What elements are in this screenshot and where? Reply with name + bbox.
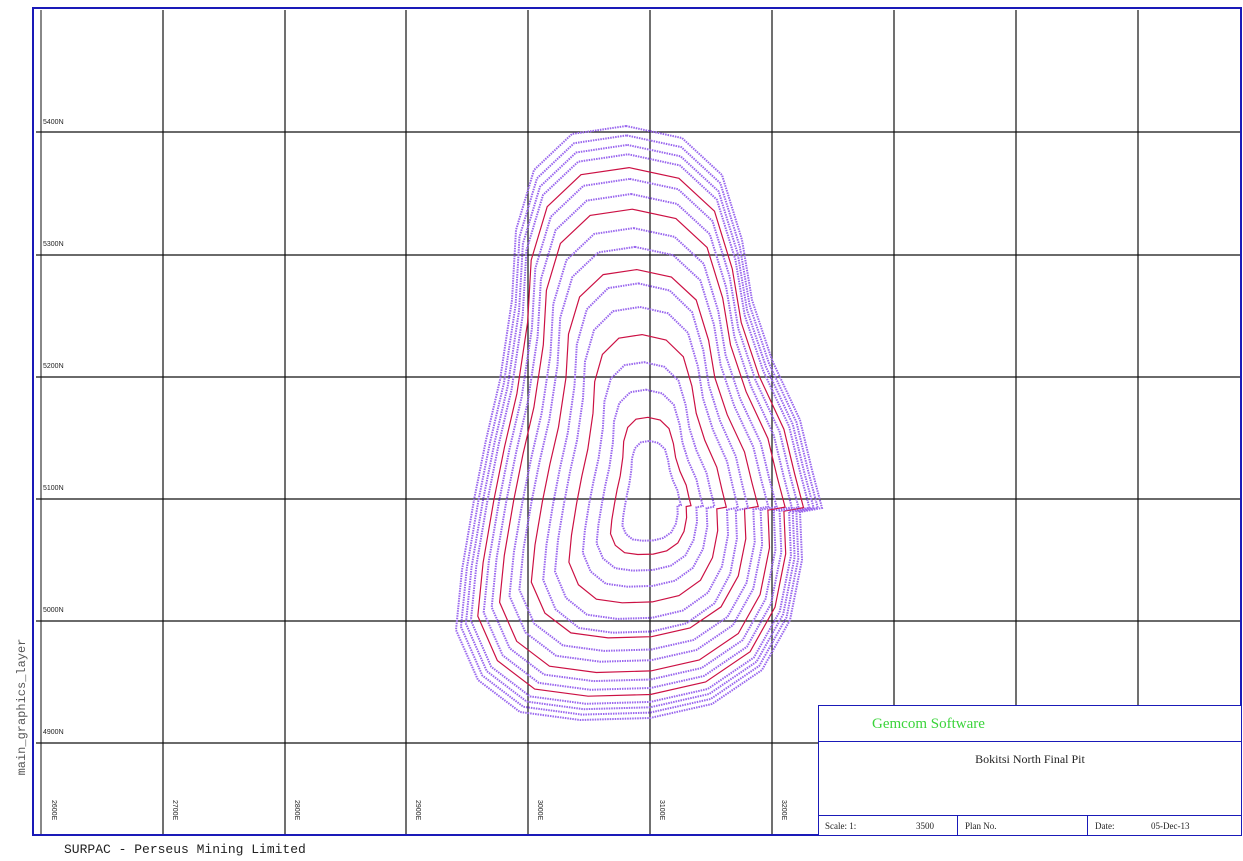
easting-label-2600: 2600E [50,800,57,821]
scale-label: Scale: 1: [825,821,857,831]
info-separator [1087,816,1088,836]
pit-bench-contour [581,361,716,588]
pit-contours [454,124,824,722]
pit-crest-contour [530,268,759,639]
pit-bench-contour [621,439,683,542]
plan-title: Bokitsi North Final Pit [975,752,1085,766]
pit-bench-contour [553,305,740,620]
coordinate-grid [36,10,1240,834]
northing-labels: 5400N 5300N 5200N 5100N 5000N 4900N [43,119,64,736]
title-block: Gemcom Software Bokitsi North Final Pit … [818,705,1242,836]
northing-label-5100: 5100N [43,485,64,492]
pit-bench-contour [595,388,705,572]
easting-labels: 2600E 2700E 2800E 2900E 3000E 3100E 3200… [50,800,787,821]
footer-caption: SURPAC - Perseus Mining Limited [64,842,306,857]
title-block-company-row: Gemcom Software [819,706,1241,742]
northing-label-5200: 5200N [43,363,64,370]
pit-bench-contour [454,124,824,722]
info-separator [957,816,958,836]
easting-label-2800: 2800E [293,800,300,821]
easting-label-2700: 2700E [171,800,178,821]
pit-bench-contour [482,177,800,691]
pit-crest-contour [477,166,805,697]
company-name: Gemcom Software [872,716,985,732]
pit-crest-contour [498,208,786,674]
easting-label-3200: 3200E [780,800,787,821]
easting-label-2900: 2900E [414,800,421,821]
pit-bench-contour [469,153,811,705]
map-frame [32,7,1242,836]
pit-crest-contour [609,416,692,556]
date-label: Date: [1095,821,1115,831]
layer-name-label: main_graphics_layer [15,638,29,776]
title-block-info-row: Scale: 1: 3500 Plan No. Date: 05-Dec-13 [819,816,1241,836]
pit-bench-contour [508,227,778,663]
plan-no-label: Plan No. [965,821,997,831]
pit-bench-contour [459,134,820,716]
northing-label-5400: 5400N [43,119,64,126]
date-value: 05-Dec-13 [1151,821,1190,831]
pit-bench-contour [490,192,794,683]
pit-crest-contour [568,333,728,604]
scale-value: 3500 [916,821,934,831]
easting-label-3000: 3000E [536,800,543,821]
title-block-title-row: Bokitsi North Final Pit [819,742,1241,816]
pit-bench-contour [518,245,770,652]
pit-bench-contour [464,143,815,711]
pit-bench-contour [542,282,750,634]
easting-label-3100: 3100E [658,800,665,821]
northing-label-5000: 5000N [43,607,64,614]
northing-label-5300: 5300N [43,241,64,248]
northing-label-4900: 4900N [43,729,64,736]
